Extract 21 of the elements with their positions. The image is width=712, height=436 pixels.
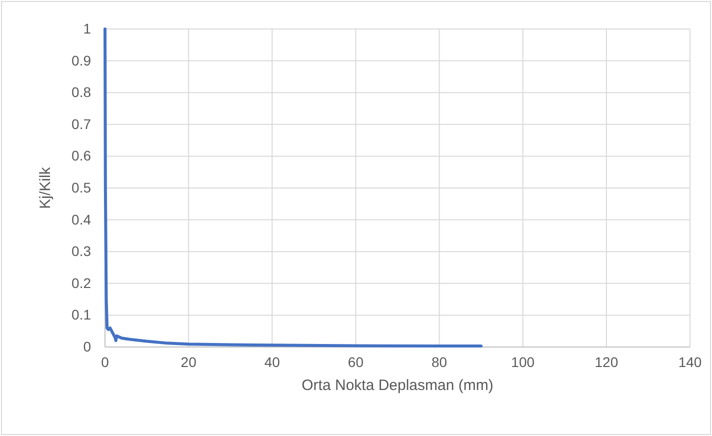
- x-tick-label: 80: [431, 354, 448, 370]
- y-axis-title: Kj/Kilk: [37, 166, 54, 209]
- x-axis-title: Orta Nokta Deplasman (mm): [302, 377, 494, 394]
- y-tick-label: 0.1: [72, 306, 92, 323]
- y-tick-label: 0.4: [72, 211, 92, 228]
- x-tick-label: 60: [348, 354, 364, 370]
- y-tick-label: 0.3: [72, 243, 92, 260]
- y-tick-label: 0.8: [72, 84, 92, 100]
- y-tick-label: 0.5: [72, 179, 92, 196]
- y-tick-label: 0.7: [72, 116, 92, 132]
- x-tick-label: 0: [101, 354, 110, 370]
- x-tick-label: 40: [264, 354, 280, 370]
- y-tick-label: 0.9: [72, 52, 92, 68]
- x-tick-label: 120: [594, 354, 618, 370]
- y-tick-label: 1: [83, 20, 92, 36]
- y-tick-label: 0.6: [72, 148, 92, 164]
- y-tick-label: 0.2: [72, 274, 92, 291]
- x-tick-label: 20: [180, 354, 197, 370]
- y-tick-label: 0: [83, 338, 92, 354]
- x-tick-label: 100: [511, 354, 535, 370]
- x-tick-label: 140: [678, 354, 702, 370]
